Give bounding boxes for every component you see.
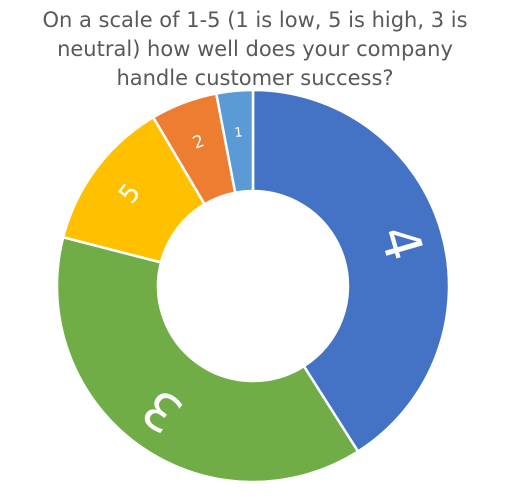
- slice-1: [214, 88, 255, 195]
- chart-title: On a scale of 1-5 (1 is low, 5 is high, …: [0, 6, 510, 93]
- chart-title-line-2: neutral) how well does your company: [57, 37, 453, 61]
- chart-title-line-3: handle customer success?: [116, 66, 394, 90]
- doughnut-slices: [55, 88, 451, 484]
- slice-label-1: 1: [234, 125, 244, 141]
- chart-title-line-1: On a scale of 1-5 (1 is low, 5 is high, …: [42, 8, 468, 32]
- slice-3: [55, 235, 360, 484]
- slice-4: [251, 88, 451, 454]
